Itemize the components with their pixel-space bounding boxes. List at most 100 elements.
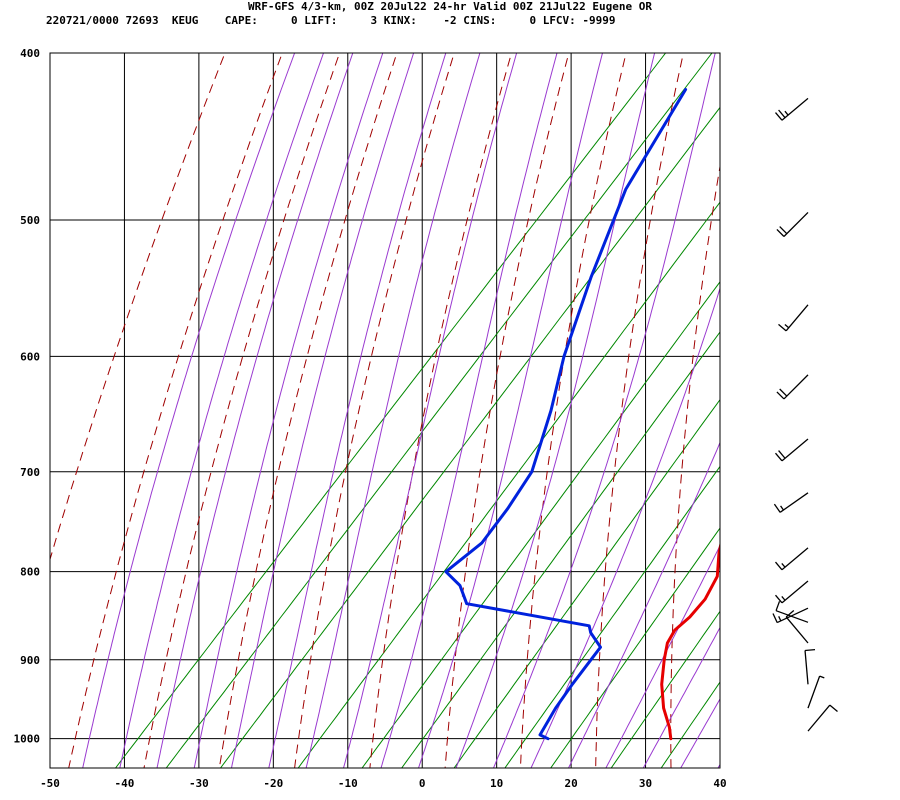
wind-barb-feather: [781, 562, 786, 568]
wind-barb: [775, 547, 809, 571]
moist-adiabat-line: [268, 53, 447, 768]
dry-adiabat-line: [294, 53, 455, 768]
moist-adiabat-line: [119, 53, 325, 768]
temperature-trace: [660, 541, 720, 741]
wind-barb-shaft: [776, 607, 809, 624]
mixing-ratio-line: [550, 527, 720, 768]
moist-adiabat-line: [193, 53, 384, 768]
dry-adiabat-line: [670, 163, 720, 768]
wind-barb-shaft: [781, 438, 809, 462]
wind-barb: [807, 675, 825, 709]
wind-barb-shaft: [779, 492, 809, 513]
y-tick-label: 900: [20, 654, 40, 667]
dry-adiabat-line: [883, 15, 900, 776]
wind-barb: [778, 304, 809, 332]
y-tick-label: 500: [20, 214, 40, 227]
wind-barb-feather: [775, 594, 783, 604]
moist-adiabat-line: [717, 763, 720, 768]
mixing-ratio-line: [361, 281, 720, 768]
wind-barb-shaft: [807, 704, 831, 732]
wind-barb: [775, 580, 809, 604]
wind-barb-feather: [775, 112, 783, 121]
wind-barb-shaft: [781, 580, 809, 604]
dry-adiabat-line: [595, 53, 684, 768]
wind-barb-shaft: [781, 547, 809, 571]
moist-adiabat-line: [380, 53, 558, 768]
moist-adiabat-line: [230, 53, 415, 768]
dry-adiabat-line: [444, 53, 570, 768]
wind-barb: [773, 492, 809, 513]
wind-barb-shaft: [783, 211, 809, 237]
wind-barb-feather: [778, 616, 782, 622]
dry-adiabat-line: [218, 53, 398, 768]
wind-barb-feather: [804, 648, 816, 652]
moist-adiabat-line: [82, 53, 296, 768]
moist-adiabat-line: [751, 15, 900, 776]
dry-adiabat-line: [815, 15, 862, 776]
dry-adiabat-line: [519, 53, 627, 768]
mixing-ratio-line: [297, 201, 720, 768]
chart-subtitle: 220721/0000 72693 KEUG CAPE: 0 LIFT: 3 K…: [46, 14, 616, 27]
moist-adiabat-line: [605, 544, 720, 768]
y-tick-label: 600: [20, 350, 40, 363]
mixing-ratio-line: [114, 53, 667, 768]
y-tick-label: 400: [20, 47, 40, 60]
wind-barb: [772, 607, 809, 624]
wind-barb-feather: [778, 323, 787, 332]
wind-barb-feather: [779, 226, 788, 235]
x-tick-label: -30: [189, 777, 209, 790]
plot-frame: [49, 52, 721, 769]
mixing-ratio-line: [453, 398, 720, 768]
wind-barb-feather: [780, 505, 784, 511]
x-tick-label: -50: [40, 777, 60, 790]
moist-adiabat-line: [492, 53, 716, 768]
y-tick-label: 1000: [14, 733, 41, 746]
wind-barb-feather: [773, 503, 781, 513]
mixing-ratio-line: [165, 53, 713, 768]
mixing-ratio-line: [716, 15, 900, 776]
wind-barb-feather: [776, 391, 785, 400]
moist-adiabat-line: [567, 441, 720, 768]
wind-barb: [785, 610, 809, 644]
dry-adiabat-line: [744, 15, 805, 776]
wind-barb-feather: [775, 561, 783, 571]
wind-barb-feather: [781, 595, 786, 601]
x-tick-label: 0: [419, 777, 426, 790]
x-tick-label: 40: [713, 777, 726, 790]
moist-adiabat-line: [417, 53, 604, 768]
wind-barb-shaft: [785, 616, 809, 644]
mixing-ratio-line: [610, 610, 720, 768]
mixing-ratio-line: [219, 106, 720, 768]
wind-barb-feather: [784, 324, 790, 329]
x-tick-label: 10: [490, 777, 503, 790]
wind-barb: [775, 438, 809, 462]
dry-adiabat-line: [50, 53, 226, 562]
x-tick-label: 30: [639, 777, 652, 790]
x-tick-label: 20: [564, 777, 577, 790]
chart-title: WRF-GFS 4/3-km, 00Z 20Jul22 24-hr Valid …: [248, 0, 652, 13]
moist-adiabat-line: [305, 53, 481, 768]
y-tick-label: 800: [20, 566, 40, 579]
wind-barb-feather: [819, 675, 825, 679]
wind-barb: [775, 97, 809, 121]
x-tick-label: -10: [338, 777, 358, 790]
wind-barb: [775, 601, 809, 623]
wind-barb-feather: [778, 109, 786, 119]
wind-barb-shaft: [804, 650, 809, 685]
x-tick-label: -40: [115, 777, 135, 790]
wind-barb-shaft: [807, 675, 821, 709]
moist-adiabat-line: [530, 286, 720, 768]
wind-barb-feather: [775, 452, 783, 462]
moist-adiabat-line: [642, 626, 720, 768]
wind-barb-shaft: [785, 304, 809, 332]
dry-adiabat-line: [68, 53, 283, 768]
wind-barb-feather: [785, 610, 795, 618]
wind-barb-feather: [776, 228, 785, 237]
moist-adiabat-line: [342, 53, 518, 768]
wind-barb: [776, 374, 809, 400]
wind-barb-feather: [772, 613, 778, 623]
wind-barb: [807, 704, 838, 732]
wind-barb: [776, 211, 809, 237]
wind-barb-feather: [775, 601, 781, 611]
